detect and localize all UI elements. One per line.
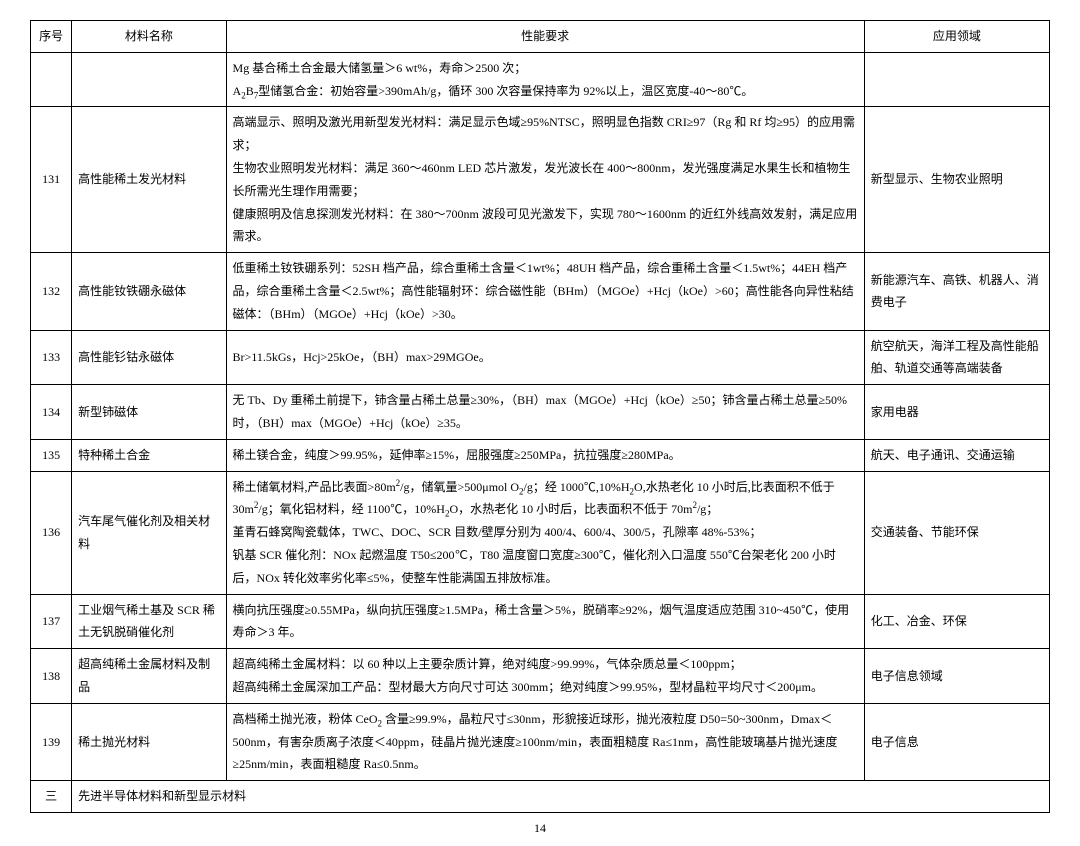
cell-application: 交通装备、节能环保 [864,471,1049,594]
cell-application: 家用电器 [864,385,1049,440]
cell-idx: 137 [31,594,72,649]
table-row: 三先进半导体材料和新型显示材料 [31,781,1050,813]
cell-name: 高性能稀土发光材料 [72,107,226,253]
cell-idx [31,52,72,107]
table-row: 135特种稀土合金稀土镁合金，纯度＞99.95%，延伸率≥15%，屈服强度≥25… [31,439,1050,471]
table-body: Mg 基合稀土合金最大储氢量＞6 wt%，寿命＞2500 次；A2B7型储氢合金… [31,52,1050,812]
cell-requirement: 高档稀土抛光液，粉体 CeO2 含量≥99.9%，晶粒尺寸≤30nm，形貌接近球… [226,703,864,780]
cell-requirement: Mg 基合稀土合金最大储氢量＞6 wt%，寿命＞2500 次；A2B7型储氢合金… [226,52,864,107]
cell-idx: 三 [31,781,72,813]
table-row: 139稀土抛光材料高档稀土抛光液，粉体 CeO2 含量≥99.9%，晶粒尺寸≤3… [31,703,1050,780]
header-name: 材料名称 [72,21,226,53]
header-idx: 序号 [31,21,72,53]
cell-application: 航空航天，海洋工程及高性能船舶、轨道交通等高端装备 [864,330,1049,385]
table-row: Mg 基合稀土合金最大储氢量＞6 wt%，寿命＞2500 次；A2B7型储氢合金… [31,52,1050,107]
cell-idx: 138 [31,649,72,704]
cell-requirement: 超高纯稀土金属材料：以 60 种以上主要杂质计算，绝对纯度>99.99%，气体杂… [226,649,864,704]
cell-application: 电子信息领域 [864,649,1049,704]
cell-name: 工业烟气稀土基及 SCR 稀土无钒脱硝催化剂 [72,594,226,649]
cell-name: 稀土抛光材料 [72,703,226,780]
cell-name: 高性能钐钴永磁体 [72,330,226,385]
cell-application: 新型显示、生物农业照明 [864,107,1049,253]
cell-requirement: 稀土储氧材料,产品比表面>80m2/g，储氧量>500μmol O2/g；经 1… [226,471,864,594]
cell-name [72,52,226,107]
cell-idx: 132 [31,253,72,330]
cell-name: 超高纯稀土金属材料及制品 [72,649,226,704]
cell-requirement: 低重稀土钕铁硼系列：52SH 档产品，综合重稀土含量＜1wt%；48UH 档产品… [226,253,864,330]
materials-table: 序号 材料名称 性能要求 应用领域 Mg 基合稀土合金最大储氢量＞6 wt%，寿… [30,20,1050,813]
table-row: 138超高纯稀土金属材料及制品超高纯稀土金属材料：以 60 种以上主要杂质计算，… [31,649,1050,704]
cell-name: 汽车尾气催化剂及相关材料 [72,471,226,594]
cell-name: 高性能钕铁硼永磁体 [72,253,226,330]
table-row: 136汽车尾气催化剂及相关材料稀土储氧材料,产品比表面>80m2/g，储氧量>5… [31,471,1050,594]
header-app: 应用领域 [864,21,1049,53]
table-row: 133高性能钐钴永磁体Br>11.5kGs，Hcj>25kOe，（BH）max>… [31,330,1050,385]
table-row: 132高性能钕铁硼永磁体低重稀土钕铁硼系列：52SH 档产品，综合重稀土含量＜1… [31,253,1050,330]
table-row: 131高性能稀土发光材料高端显示、照明及激光用新型发光材料：满足显示色域≥95%… [31,107,1050,253]
cell-application [864,52,1049,107]
cell-idx: 133 [31,330,72,385]
cell-requirement: 稀土镁合金，纯度＞99.95%，延伸率≥15%，屈服强度≥250MPa，抗拉强度… [226,439,864,471]
cell-requirement: Br>11.5kGs，Hcj>25kOe，（BH）max>29MGOe。 [226,330,864,385]
header-req: 性能要求 [226,21,864,53]
table-row: 134新型铈磁体无 Tb、Dy 重稀土前提下，铈含量占稀土总量≥30%，（BH）… [31,385,1050,440]
cell-name: 新型铈磁体 [72,385,226,440]
table-header-row: 序号 材料名称 性能要求 应用领域 [31,21,1050,53]
cell-name: 特种稀土合金 [72,439,226,471]
cell-application: 新能源汽车、高铁、机器人、消费电子 [864,253,1049,330]
cell-application: 电子信息 [864,703,1049,780]
cell-idx: 139 [31,703,72,780]
cell-idx: 134 [31,385,72,440]
cell-idx: 131 [31,107,72,253]
cell-requirement: 无 Tb、Dy 重稀土前提下，铈含量占稀土总量≥30%，（BH）max（MGOe… [226,385,864,440]
table-row: 137工业烟气稀土基及 SCR 稀土无钒脱硝催化剂横向抗压强度≥0.55MPa，… [31,594,1050,649]
cell-idx: 135 [31,439,72,471]
cell-requirement: 高端显示、照明及激光用新型发光材料：满足显示色域≥95%NTSC，照明显色指数 … [226,107,864,253]
cell-application: 化工、冶金、环保 [864,594,1049,649]
page-number: 14 [30,821,1050,836]
cell-application: 航天、电子通讯、交通运输 [864,439,1049,471]
cell-requirement: 横向抗压强度≥0.55MPa，纵向抗压强度≥1.5MPa，稀土含量＞5%，脱硝率… [226,594,864,649]
cell-idx: 136 [31,471,72,594]
cell-section-title: 先进半导体材料和新型显示材料 [72,781,1050,813]
